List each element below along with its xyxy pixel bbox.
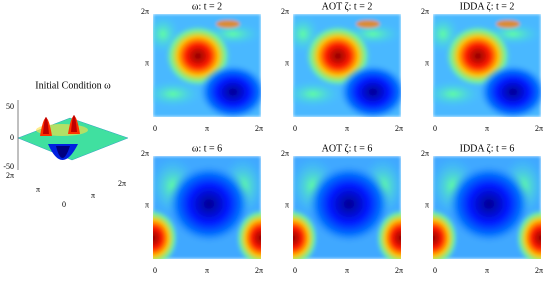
- y-tick-label: 2π: [141, 149, 149, 158]
- x-tick-label: 2π: [255, 124, 263, 133]
- x-tick-label: 2π: [535, 266, 543, 275]
- y-tick-label: 2π: [421, 7, 429, 16]
- heatmap: [153, 156, 261, 259]
- vortex: [153, 208, 179, 259]
- vortex: [479, 64, 541, 117]
- z-tick-label: -50: [3, 162, 14, 171]
- y-tick-label: 2π: [6, 171, 14, 180]
- y-tick-label: π: [285, 200, 289, 209]
- vortex: [199, 64, 261, 117]
- y-tick-label: 2π: [421, 149, 429, 158]
- heatmap: [293, 156, 401, 259]
- panel-title: ω: t = 6: [192, 143, 222, 154]
- x-tick-label: π: [91, 191, 95, 200]
- panel-title: AOT ζ: t = 2: [322, 1, 373, 12]
- y-tick-label: 2π: [141, 7, 149, 16]
- y-tick-label: π: [285, 58, 289, 67]
- surface-title: Initial Condition ω: [35, 80, 111, 91]
- band: [496, 20, 520, 28]
- vortex: [167, 164, 251, 244]
- field: [433, 14, 541, 117]
- x-tick-label: 2π: [395, 266, 403, 275]
- x-tick-label: 0: [433, 124, 437, 133]
- y-tick-label: π: [425, 58, 429, 67]
- panel-title: IDDA ζ: t = 2: [460, 1, 515, 12]
- vortex: [307, 164, 391, 244]
- x-tick-label: 2π: [535, 124, 543, 133]
- x-tick-label: π: [205, 266, 209, 275]
- x-tick-label: 2π: [255, 266, 263, 275]
- heatmap: [433, 156, 541, 259]
- x-tick-label: 2π: [118, 179, 126, 188]
- y-tick-label: π: [36, 185, 40, 194]
- y-tick-label: π: [425, 200, 429, 209]
- panel-title: AOT ζ: t = 6: [322, 143, 373, 154]
- z-tick-label: 0: [10, 133, 14, 142]
- vortex: [339, 64, 401, 117]
- panel-title: ω: t = 2: [192, 1, 222, 12]
- x-tick-label: π: [345, 124, 349, 133]
- heatmap: [433, 14, 541, 117]
- x-tick-label: 0: [293, 266, 297, 275]
- x-tick-label: 2π: [395, 124, 403, 133]
- x-tick-label: 0: [153, 124, 157, 133]
- field: [293, 156, 401, 259]
- x-tick-label: π: [485, 124, 489, 133]
- field: [293, 14, 401, 117]
- y-tick-label: 0: [62, 200, 66, 209]
- field: [153, 14, 261, 117]
- heatmap: [153, 14, 261, 117]
- surface-plot: [17, 100, 129, 170]
- x-tick-label: 0: [153, 266, 157, 275]
- field: [433, 156, 541, 259]
- heatmap: [293, 14, 401, 117]
- y-tick-label: 2π: [281, 7, 289, 16]
- vortex: [375, 208, 401, 259]
- x-tick-label: 0: [433, 266, 437, 275]
- band: [356, 20, 380, 28]
- vortex: [293, 208, 319, 259]
- z-tick-label: 50: [6, 102, 14, 111]
- x-tick-label: π: [345, 266, 349, 275]
- y-tick-label: π: [145, 58, 149, 67]
- vortex: [515, 208, 541, 259]
- y-tick-label: π: [145, 200, 149, 209]
- field: [153, 156, 261, 259]
- panel-title: IDDA ζ: t = 6: [460, 143, 515, 154]
- vortex: [433, 208, 459, 259]
- x-tick-label: π: [205, 124, 209, 133]
- vortex: [235, 208, 261, 259]
- band: [216, 20, 240, 28]
- vortex: [447, 164, 531, 244]
- x-tick-label: 0: [293, 124, 297, 133]
- x-tick-label: π: [485, 266, 489, 275]
- y-tick-label: 2π: [281, 149, 289, 158]
